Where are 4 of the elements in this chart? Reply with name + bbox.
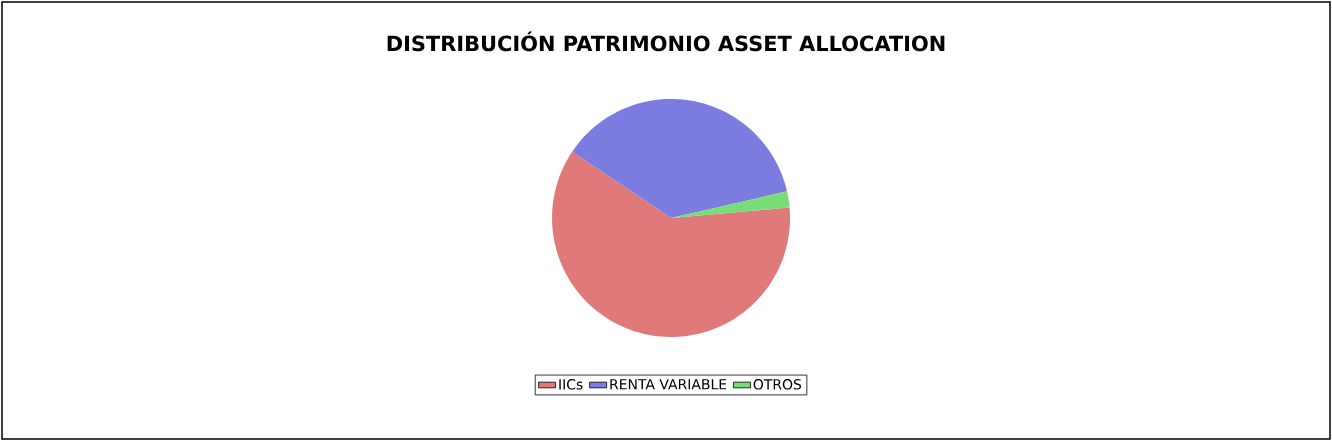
chart-title: DISTRIBUCIÓN PATRIMONIO ASSET ALLOCATION (387, 31, 945, 52)
legend-label: OTROS (753, 379, 802, 390)
legend-label: RENTA VARIABLE (610, 379, 727, 390)
legend-label: IICs (559, 379, 583, 390)
